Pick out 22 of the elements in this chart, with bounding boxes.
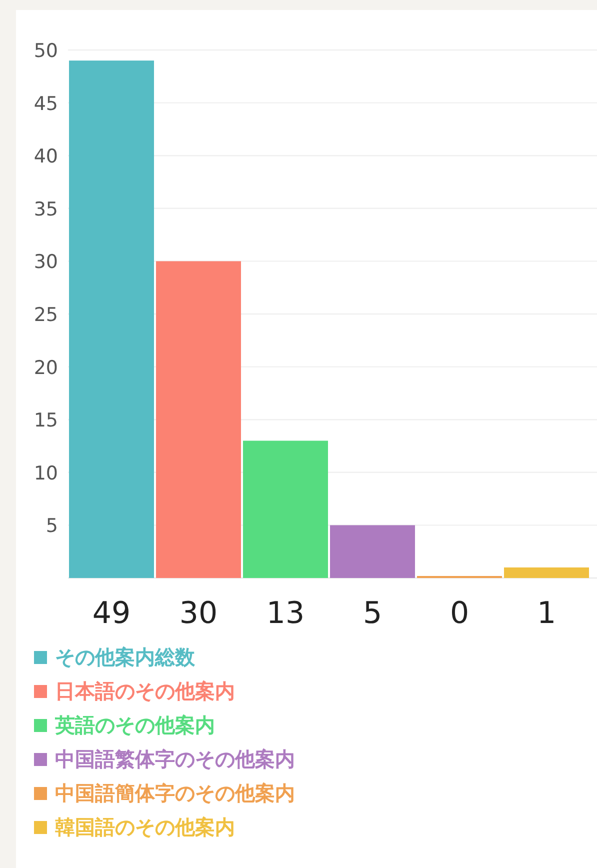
y-tick-label: 35 [34,198,58,220]
y-tick-label: 25 [34,304,58,326]
legend-label: 中国語繁体字のその他案内 [55,747,295,771]
y-tick-label: 45 [34,92,58,115]
data-label: 5 [362,596,382,631]
data-label: 0 [450,596,470,631]
y-tick-label: 15 [34,410,58,432]
y-tick-label: 20 [34,356,58,379]
data-label: 30 [179,596,218,631]
data-label: 1 [536,596,556,631]
legend-label: 日本語のその他案内 [55,679,235,703]
data-label: 49 [92,596,131,631]
legend-label: 英語のその他案内 [54,713,215,737]
y-tick-label: 50 [34,40,58,62]
y-tick-label: 40 [34,146,58,168]
legend-label: 韓国語のその他案内 [55,815,235,839]
y-tick-label: 5 [46,515,58,538]
y-tick-label: 10 [34,462,58,484]
data-label: 13 [266,596,305,631]
legend-label: その他案内総数 [55,645,196,669]
y-tick-label: 30 [34,251,58,274]
legend-label: 中国語簡体字のその他案内 [55,781,295,805]
